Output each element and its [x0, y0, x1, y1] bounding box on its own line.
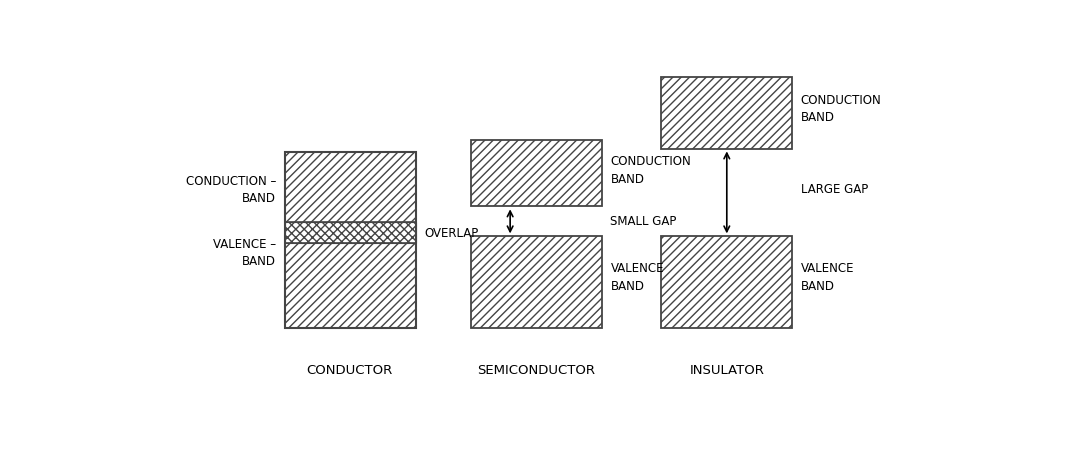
- Text: BAND: BAND: [242, 192, 276, 205]
- Bar: [471, 237, 602, 328]
- Text: BAND: BAND: [800, 279, 835, 292]
- Text: CONDUCTION: CONDUCTION: [610, 155, 691, 168]
- Text: CONDUCTION –: CONDUCTION –: [186, 174, 276, 187]
- Bar: [285, 223, 416, 244]
- Bar: [662, 237, 793, 328]
- Bar: [662, 77, 793, 149]
- Text: BAND: BAND: [242, 255, 276, 268]
- Text: SMALL GAP: SMALL GAP: [610, 214, 677, 228]
- Text: VALENCE: VALENCE: [610, 262, 664, 275]
- Text: LARGE GAP: LARGE GAP: [800, 183, 868, 196]
- Text: VALENCE –: VALENCE –: [213, 238, 276, 250]
- Text: BAND: BAND: [610, 172, 644, 186]
- Text: CONDUCTOR: CONDUCTOR: [307, 364, 393, 376]
- Text: BAND: BAND: [800, 111, 835, 124]
- Text: BAND: BAND: [610, 279, 644, 292]
- Text: OVERLAP: OVERLAP: [424, 227, 478, 240]
- Text: VALENCE: VALENCE: [800, 262, 854, 275]
- Bar: [285, 223, 416, 328]
- Bar: [471, 141, 602, 207]
- Text: INSULATOR: INSULATOR: [690, 364, 764, 376]
- Bar: [285, 153, 416, 328]
- Bar: [285, 153, 416, 244]
- Text: CONDUCTION: CONDUCTION: [800, 94, 881, 106]
- Text: SEMICONDUCTOR: SEMICONDUCTOR: [477, 364, 595, 376]
